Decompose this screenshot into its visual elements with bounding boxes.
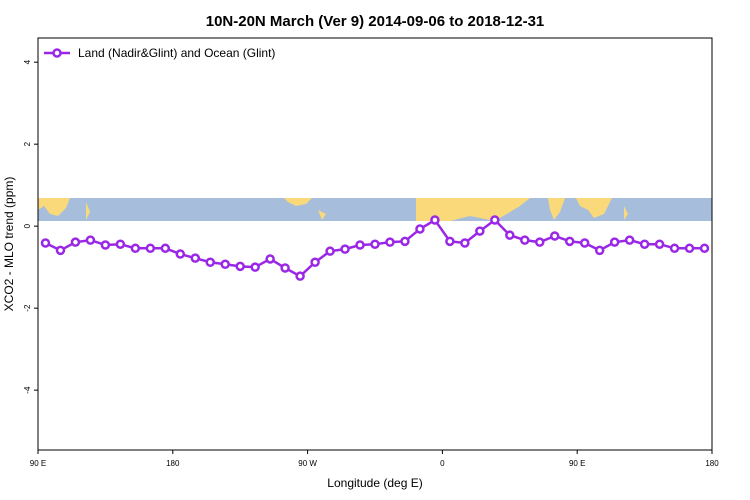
y-tick-label: -4 [23,386,32,394]
y-axis-label: XCO2 - MLO trend (ppm) [2,177,16,312]
map-strip [38,198,712,221]
data-point [145,243,156,254]
x-tick-label: 90 E [569,459,585,468]
data-point [654,239,665,249]
x-tick-label: 180 [166,459,180,468]
data-point [250,262,260,272]
x-tick-label: 0 [440,459,445,468]
data-point [684,243,695,254]
data-point [160,243,171,254]
data-point [639,239,650,249]
data-point [220,259,230,270]
data-point [175,249,186,259]
data-point [669,243,680,254]
data-point [385,237,395,247]
plot-frame [37,37,713,451]
data-point [564,236,575,247]
data-point [699,243,710,254]
data-point [624,235,635,245]
data-point [415,224,425,234]
data-point [70,237,81,247]
y-tick-label: 0 [23,223,32,228]
data-point [520,235,530,245]
data-point [115,239,126,249]
y-tick-label: -2 [23,304,32,312]
data-point [55,245,66,256]
data-point [130,243,141,254]
data-point [400,236,410,247]
data-point [265,254,275,264]
y-tick-label: 2 [23,141,32,146]
data-point [549,231,560,241]
x-tick-label: 90 W [298,459,317,468]
data-point [505,230,515,240]
data-point [490,215,500,225]
chart-title: 10N-20N March (Ver 9) 2014-09-06 to 2018… [206,13,545,30]
data-point [85,235,96,245]
x-axis-label: Longitude (deg E) [327,476,422,490]
data-point [205,257,215,267]
data-point [460,238,470,248]
data-point [370,239,380,249]
data-point [535,237,545,247]
data-point [325,246,335,256]
data-point [295,271,305,281]
data-point [100,240,111,250]
x-tick-label: 90 E [30,459,46,468]
data-point [235,261,245,272]
data-point [430,215,440,225]
data-point [475,226,485,236]
data-point [190,253,201,263]
data-point [40,238,51,248]
legend-swatch-marker [52,48,62,58]
y-tick-label: 4 [23,59,32,64]
data-point [355,240,365,250]
data-point [579,238,590,248]
data-point [310,257,320,267]
data-point [609,237,620,247]
data-point [594,245,605,256]
data-point [445,236,455,247]
data-point [280,263,290,273]
data-point [340,244,350,254]
legend-label: Land (Nadir&Glint) and Ocean (Glint) [78,46,275,60]
x-tick-label: 180 [705,459,719,468]
